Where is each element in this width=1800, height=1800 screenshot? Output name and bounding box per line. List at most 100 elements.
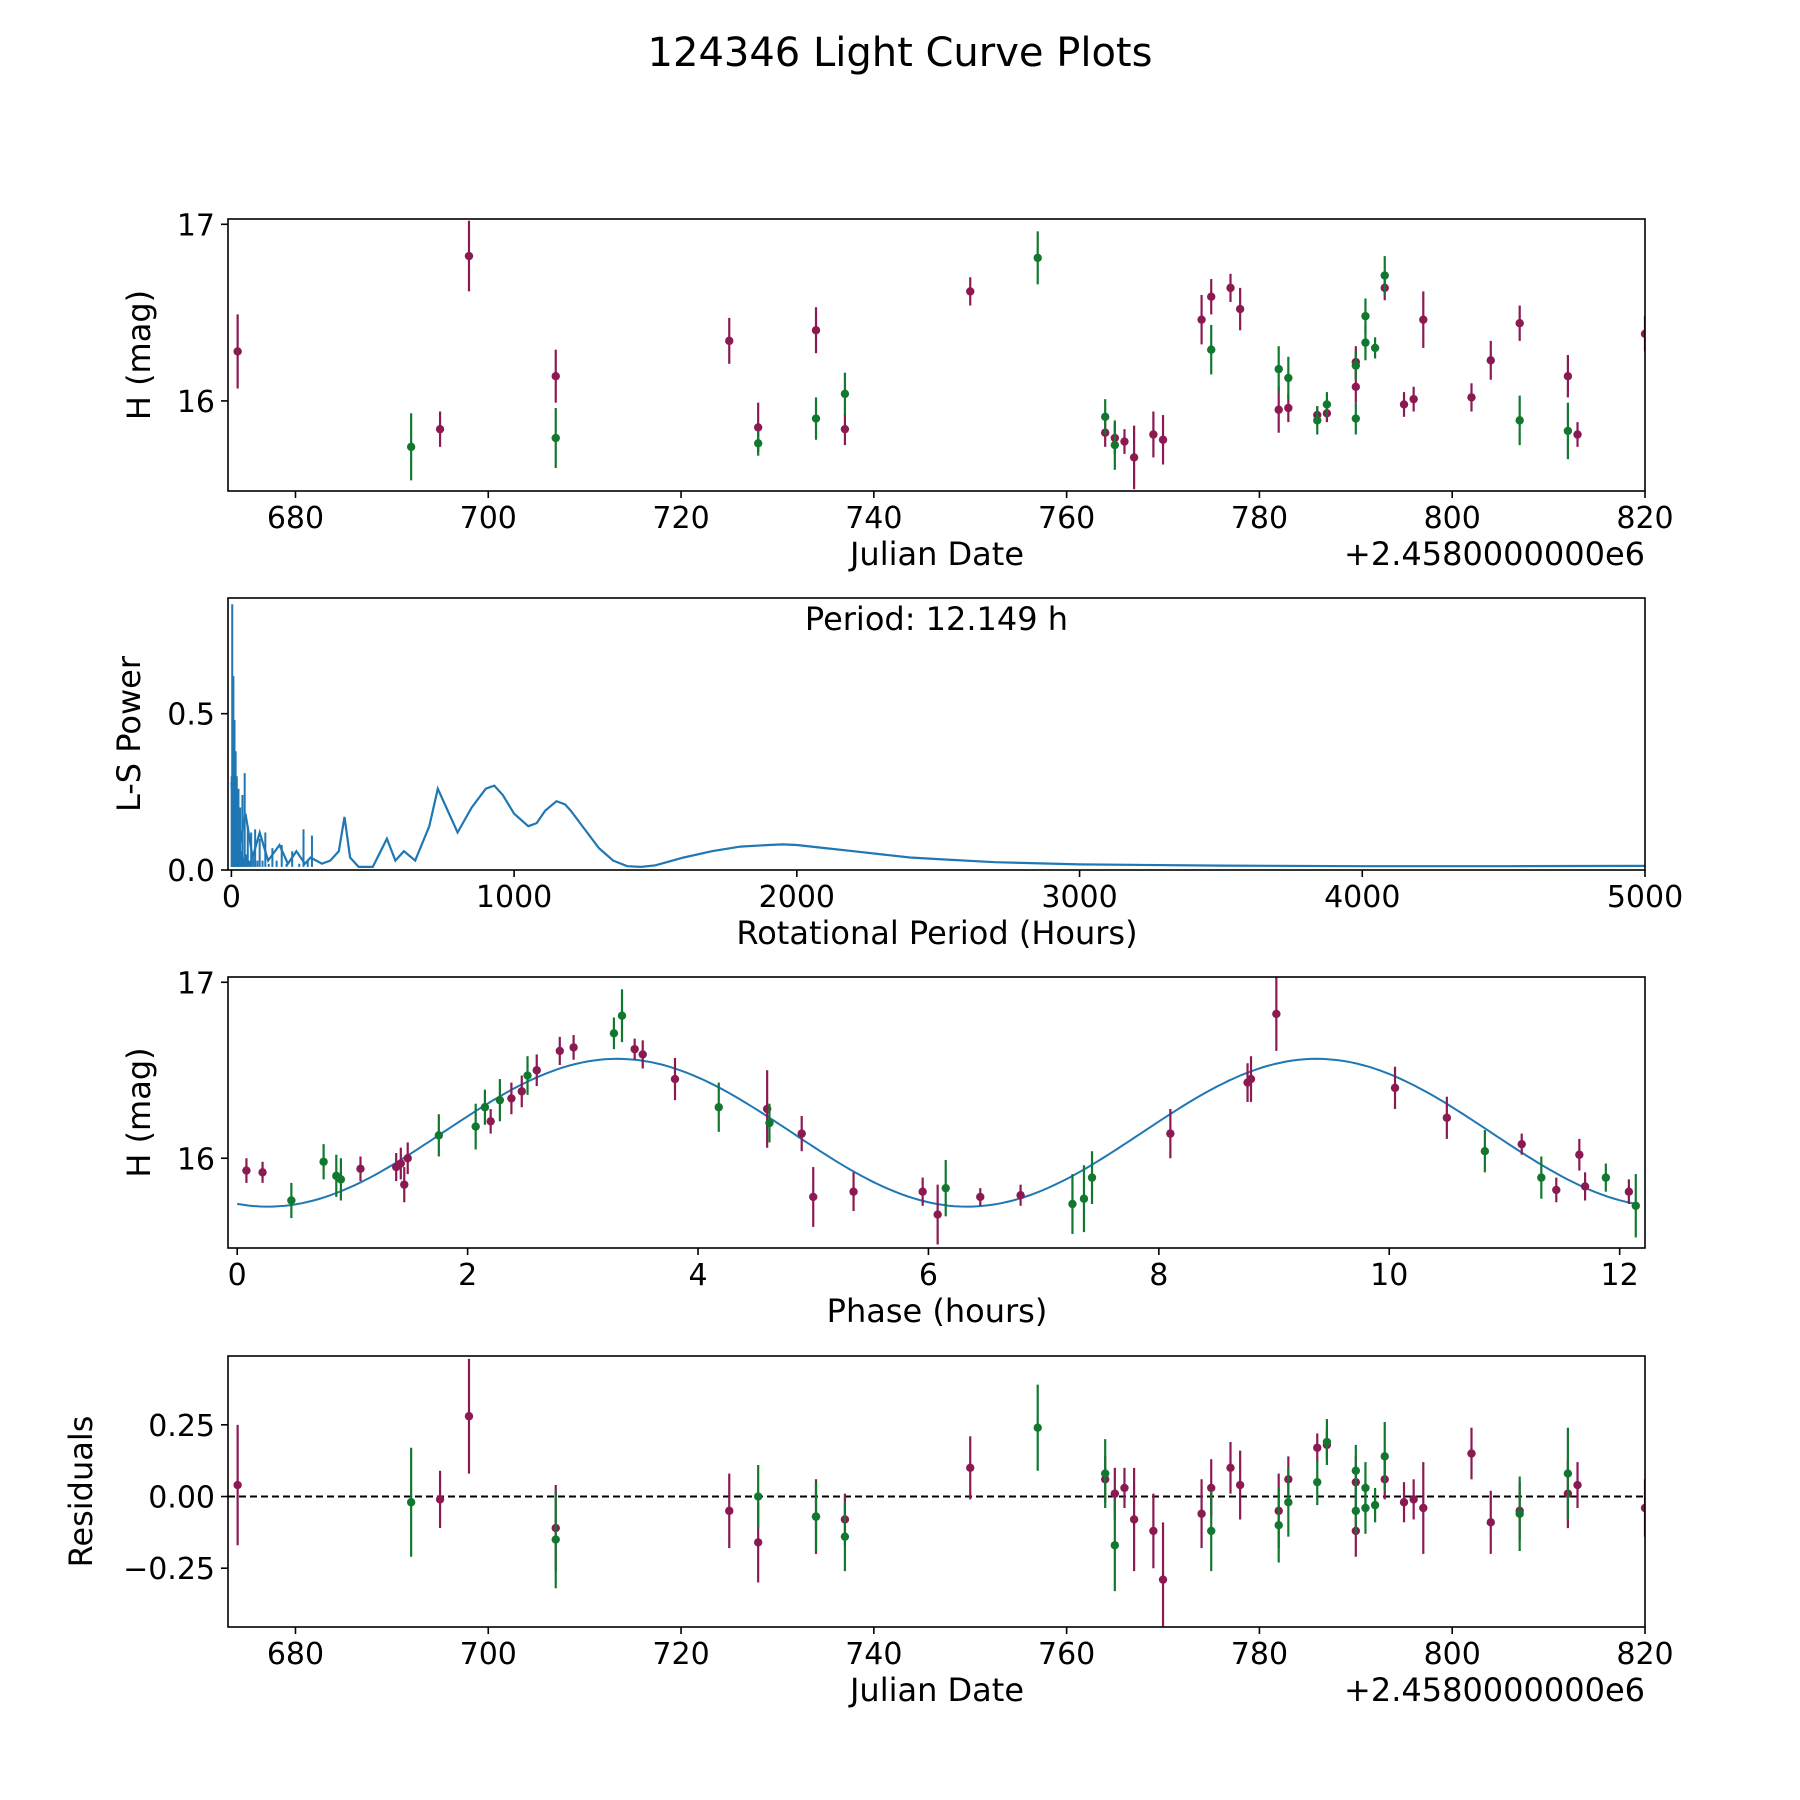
data-point [1480,1147,1490,1156]
data-point [480,1103,490,1112]
phase-curve-panel: 0 2 4 6 8 10 12 16 17 Phase (hours) H (mag) [120,966,1646,1330]
data-point [1087,1173,1097,1182]
data-point [435,1495,445,1504]
data-point [811,1512,821,1521]
y-tick-label: 0.25 [148,1409,215,1444]
data-point [1351,1506,1361,1516]
data-point [523,1071,532,1080]
x-tick-label: 800 [1424,501,1481,536]
data-point [1207,1526,1216,1536]
data-point [1351,382,1361,391]
data-point [1110,440,1120,450]
x-tick-label: 2000 [759,880,835,915]
data-point [1640,329,1645,339]
data-point [471,1122,480,1131]
data-point [609,1029,619,1038]
data-point [1640,1503,1645,1513]
residuals-offset-text: +2.4580000000e6 [1344,1671,1645,1709]
data-point [406,1498,416,1507]
data-point [1226,283,1235,293]
x-tick-label: 12 [1601,1258,1639,1293]
data-point [1197,315,1206,324]
data-point [840,1532,850,1541]
data-point [1575,1150,1584,1159]
data-point [1351,1466,1361,1475]
x-tick-label: 700 [460,1637,517,1672]
light-curve-y-axis-label: H (mag) [120,290,158,420]
data-point [1370,1500,1380,1510]
phase-curve-frame [227,976,1646,1249]
data-point [403,1154,412,1163]
x-tick-label: 820 [1616,1637,1673,1672]
data-point [1517,1139,1526,1149]
data-point [966,287,975,296]
data-point [1246,1074,1256,1084]
residuals-plot-area [228,1358,1645,1627]
data-point [725,1506,734,1516]
data-point [287,1196,296,1205]
data-point [233,347,242,356]
data-point [1079,1194,1089,1203]
x-tick-label: 1000 [476,880,552,915]
data-point [797,1129,806,1138]
data-point [356,1164,365,1174]
data-point [233,1480,242,1490]
data-point [1563,1469,1573,1478]
data-point [1129,1515,1139,1524]
light-curve-series-purple [233,220,1645,490]
data-point [1110,1489,1120,1498]
data-point [1313,1443,1322,1452]
data-point [517,1087,526,1096]
x-tick-label: 8 [1149,1258,1168,1293]
data-point [1274,364,1283,374]
data-point [258,1168,267,1177]
figure-title: 124346 Light Curve Plots [648,30,1153,76]
x-tick-label: 760 [1038,501,1095,536]
y-tick-label: −0.25 [123,1552,215,1587]
data-point [1419,315,1428,324]
light-curve-offset-text: +2.4580000000e6 [1344,535,1645,573]
x-tick-label: 820 [1616,501,1673,536]
data-point [933,1210,942,1219]
data-point [630,1044,639,1054]
data-point [670,1074,680,1084]
data-point [319,1157,328,1166]
residuals-series-purple [233,1358,1645,1627]
phase-curve-series-green [287,989,1640,1238]
data-point [1313,1477,1322,1487]
light-curve-series-green [406,231,1573,481]
data-point [1390,1083,1400,1093]
data-point [569,1043,578,1052]
data-point [753,423,763,432]
phase-curve-series-purple [242,977,1634,1245]
x-tick-label: 720 [652,501,709,536]
phase-curve-plot-area [237,977,1640,1245]
data-point [1361,311,1370,321]
data-point [336,1175,346,1184]
data-point [1274,1520,1283,1530]
data-point [941,1183,950,1193]
data-point [1274,405,1283,414]
residuals-series-green [406,1384,1573,1592]
data-point [1322,400,1332,409]
data-point [638,1050,647,1059]
data-point [849,1187,858,1196]
phase-curve-x-axis-label: Phase (hours) [827,1292,1048,1330]
light-curve-plot-area [233,220,1645,490]
x-tick-label: 4 [688,1258,707,1293]
y-tick-label: 17 [177,966,215,1001]
periodogram-annotation: Period: 12.149 h [805,600,1068,638]
x-tick-label: 3000 [1041,880,1117,915]
data-point [1110,1541,1120,1550]
data-point [1380,1452,1389,1461]
data-point [1361,1503,1370,1513]
data-point [242,1166,251,1175]
data-point [1442,1113,1452,1122]
data-point [1033,253,1042,263]
data-point [1197,1509,1206,1518]
phase-curve-y-axis-label: H (mag) [120,1047,158,1177]
residuals-panel: 680 700 720 740 760 780 800 820 0.25 0.00 −0.25 Jul… [62,1355,1674,1709]
data-point [1235,304,1245,314]
data-point [1235,1480,1245,1490]
y-tick-label: 0.00 [148,1481,215,1516]
